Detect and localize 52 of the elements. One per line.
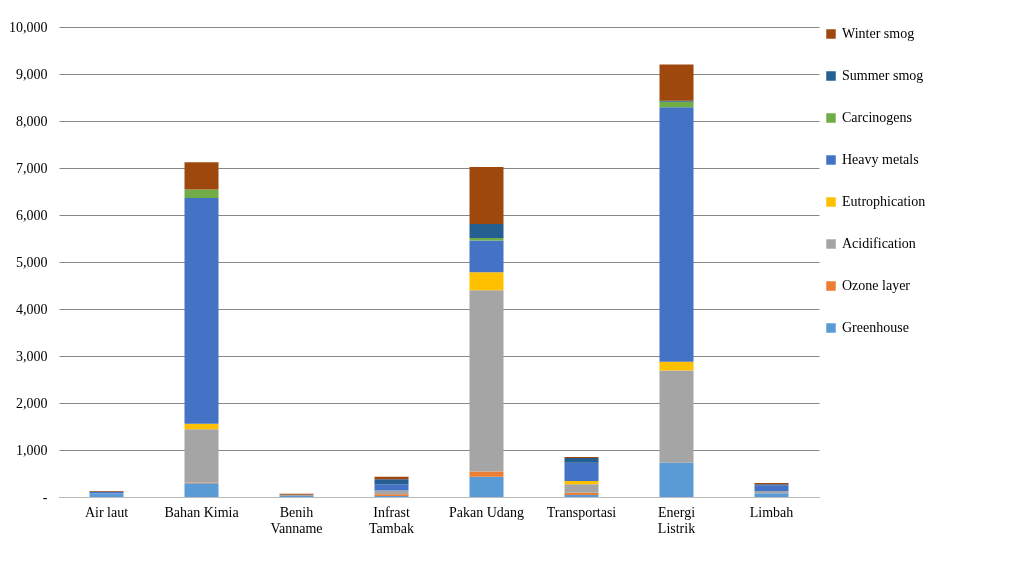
y-tick-label: 1,000 xyxy=(16,442,48,458)
bar xyxy=(469,272,504,291)
bar xyxy=(659,370,694,463)
x-tick-label: Limbah xyxy=(749,504,794,520)
y-tick-label: 5,000 xyxy=(16,254,48,270)
bar xyxy=(659,462,694,497)
legend-label: Greenhouse xyxy=(842,320,909,335)
bar xyxy=(469,240,504,273)
y-tick-label: - xyxy=(42,489,48,505)
bar xyxy=(754,485,789,492)
bar xyxy=(659,361,694,371)
bar xyxy=(374,479,409,485)
y-tick-label: 4,000 xyxy=(16,301,48,317)
bar xyxy=(469,476,504,497)
bar xyxy=(469,290,504,472)
x-tick-label: Infrast Tambak xyxy=(369,504,414,536)
bar xyxy=(564,484,599,493)
bar xyxy=(659,107,694,362)
legend-label: Heavy metals xyxy=(842,152,919,167)
bar xyxy=(469,223,504,239)
bar xyxy=(564,481,599,485)
bar xyxy=(374,484,409,491)
legend-label: Ozone layer xyxy=(842,278,911,293)
legend-label: Acidification xyxy=(842,236,916,251)
x-tick-label: Bahan Kimia xyxy=(164,504,240,520)
bar xyxy=(184,429,219,483)
bar xyxy=(564,462,599,482)
bar xyxy=(374,490,409,495)
bar xyxy=(184,189,219,199)
legend-label: Summer smog xyxy=(842,68,924,83)
legend-label: Eutrophication xyxy=(842,194,926,209)
bar xyxy=(184,162,219,190)
y-tick-label: 9,000 xyxy=(16,66,48,82)
x-tick-label: Air laut xyxy=(84,504,129,520)
x-tick-label: Transportasi xyxy=(546,504,617,520)
bar xyxy=(469,167,504,224)
x-tick-label: Energi Listrik xyxy=(657,504,696,536)
y-tick-label: 10,000 xyxy=(9,19,48,35)
bar xyxy=(659,64,694,101)
bar xyxy=(184,198,219,424)
bar xyxy=(184,483,219,497)
y-tick-label: 8,000 xyxy=(16,113,48,129)
bar xyxy=(564,457,599,463)
y-tick-label: 3,000 xyxy=(16,348,48,364)
y-tick-label: 2,000 xyxy=(16,395,48,411)
x-tick-label: Benih Vanname xyxy=(270,504,323,536)
legend-label: Carcinogens xyxy=(842,110,912,125)
x-tick-label: Pakan Udang xyxy=(448,504,525,520)
legend-label: Winter smog xyxy=(842,26,915,41)
y-tick-label: 6,000 xyxy=(16,207,48,223)
y-tick-label: 7,000 xyxy=(16,160,48,176)
bar xyxy=(469,471,504,477)
